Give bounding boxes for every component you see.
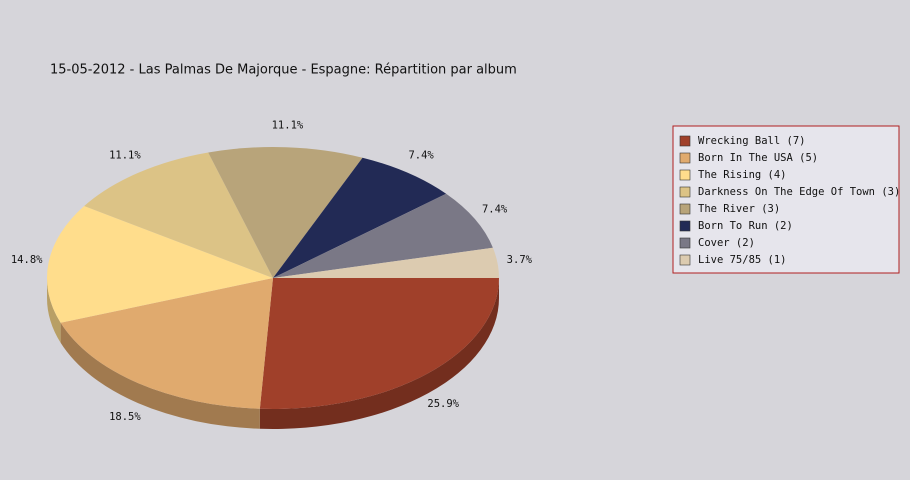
value-label: 11.1% [272,119,304,131]
legend-label: The River (3) [698,203,780,215]
slice-side [60,322,260,429]
legend-box [672,125,900,274]
slice [259,278,499,410]
value-label: 14.8% [11,254,43,266]
value-label: 11.1% [109,149,141,161]
legend-swatch [679,237,691,249]
legend-label: Born In The USA (5) [698,152,818,164]
slice [84,152,274,278]
legend-swatch [679,152,691,164]
slice [273,247,499,278]
slice-side [47,278,61,343]
legend-swatch [679,203,691,215]
legend-label: Born To Run (2) [698,220,793,232]
legend-label: The Rising (4) [698,169,787,181]
value-label: 3.7% [507,254,533,266]
legend-label: Darkness On The Edge Of Town (3) [698,186,900,198]
slice [60,278,273,409]
value-label: 18.5% [109,411,141,423]
slice [208,146,363,278]
legend-swatch [679,186,691,198]
legend-swatch [679,220,691,232]
slice [273,193,493,278]
chart-title: 15-05-2012 - Las Palmas De Majorque - Es… [50,63,517,78]
legend-label: Cover (2) [698,237,755,249]
value-label: 7.4% [408,149,434,161]
legend-swatch [679,135,691,147]
legend-swatch [679,254,691,266]
value-label: 7.4% [482,203,508,215]
legend-label: Wrecking Ball (7) [698,135,805,147]
value-label: 25.9% [427,398,459,410]
legend-swatch [679,169,691,181]
slice [273,157,447,278]
slice [47,206,274,323]
slice-side [259,278,499,429]
legend-label: Live 75/85 (1) [698,254,787,266]
